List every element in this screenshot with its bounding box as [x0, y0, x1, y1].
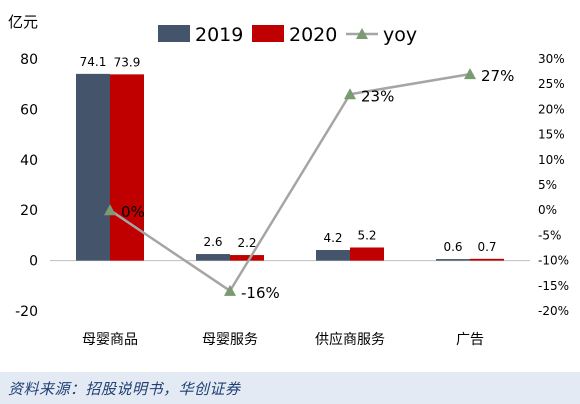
x-category-label: 广告 — [456, 332, 484, 348]
y-left-tick-label: 80 — [20, 52, 38, 68]
y-left-tick-label: -20 — [15, 304, 38, 320]
yoy-value-label: 0% — [121, 203, 145, 221]
legend-label-2020: 2020 — [289, 24, 337, 46]
y-left-tick-label: 60 — [20, 102, 38, 118]
legend-label-yoy: yoy — [383, 24, 417, 46]
bar-value-label: 4.2 — [323, 231, 342, 245]
y-right-tick-label: 30% — [538, 52, 565, 66]
bar-2020 — [110, 74, 144, 261]
yoy-marker — [344, 88, 356, 100]
bar-value-label: 0.6 — [443, 240, 462, 254]
x-category-label: 供应商服务 — [315, 331, 385, 348]
y-right-tick-label: 10% — [538, 153, 565, 167]
legend-marker-yoy — [356, 28, 368, 39]
yoy-value-label: 23% — [361, 87, 394, 105]
bar-2020 — [350, 247, 384, 261]
yoy-marker — [464, 68, 476, 80]
y-right-tick-label: -15% — [538, 279, 569, 293]
source-note: 资料来源：招股说明书，华创证券 — [8, 380, 241, 398]
y-left-tick-label: 20 — [20, 203, 38, 219]
y-right-tick-label: 20% — [538, 102, 565, 116]
y-axis-label: 亿元 — [8, 13, 38, 31]
bar-2019 — [76, 73, 110, 261]
bar-2020 — [470, 258, 504, 261]
bar-value-label: 74.1 — [80, 55, 107, 69]
yoy-line — [109, 72, 471, 293]
bar-value-label: 2.2 — [237, 236, 256, 250]
y-right-tick-label: -10% — [538, 254, 569, 268]
y-left-tick-label: 0 — [29, 254, 38, 270]
yoy-marker — [104, 204, 116, 216]
legend-swatch-2019 — [158, 25, 190, 42]
legend-label-2019: 2019 — [195, 24, 243, 46]
yoy-marker — [224, 284, 236, 296]
chart: 亿元 80 60 40 20 0 -20 30% 25% 20% 15% 10% 5% 0% -5% -10%… — [8, 13, 569, 348]
x-category-label: 母婴服务 — [202, 332, 258, 348]
bar-2019 — [436, 259, 470, 261]
bar-2019 — [196, 254, 230, 261]
yoy-value-label: -16% — [241, 284, 280, 302]
legend-swatch-2020 — [252, 25, 284, 42]
x-category-label: 母婴商品 — [82, 332, 138, 348]
y-right-tick-label: -20% — [538, 304, 569, 318]
bar-value-label: 0.7 — [477, 240, 496, 254]
y-right-tick-label: 25% — [538, 77, 565, 91]
y-right-tick-label: 15% — [538, 128, 565, 142]
bar-value-label: 2.6 — [203, 235, 222, 249]
y-right-tick-label: 5% — [538, 178, 557, 192]
source-bar: 资料来源：招股说明书，华创证券 — [0, 372, 580, 404]
bar-2019 — [316, 250, 350, 261]
y-right-tick-label: 0% — [538, 203, 557, 217]
bar-value-label: 5.2 — [357, 228, 376, 242]
y-right-tick-label: -5% — [538, 228, 561, 242]
yoy-value-label: 27% — [481, 67, 514, 85]
bar-value-label: 73.9 — [114, 55, 141, 69]
bar-2020 — [230, 255, 264, 261]
y-left-tick-label: 40 — [20, 153, 38, 169]
